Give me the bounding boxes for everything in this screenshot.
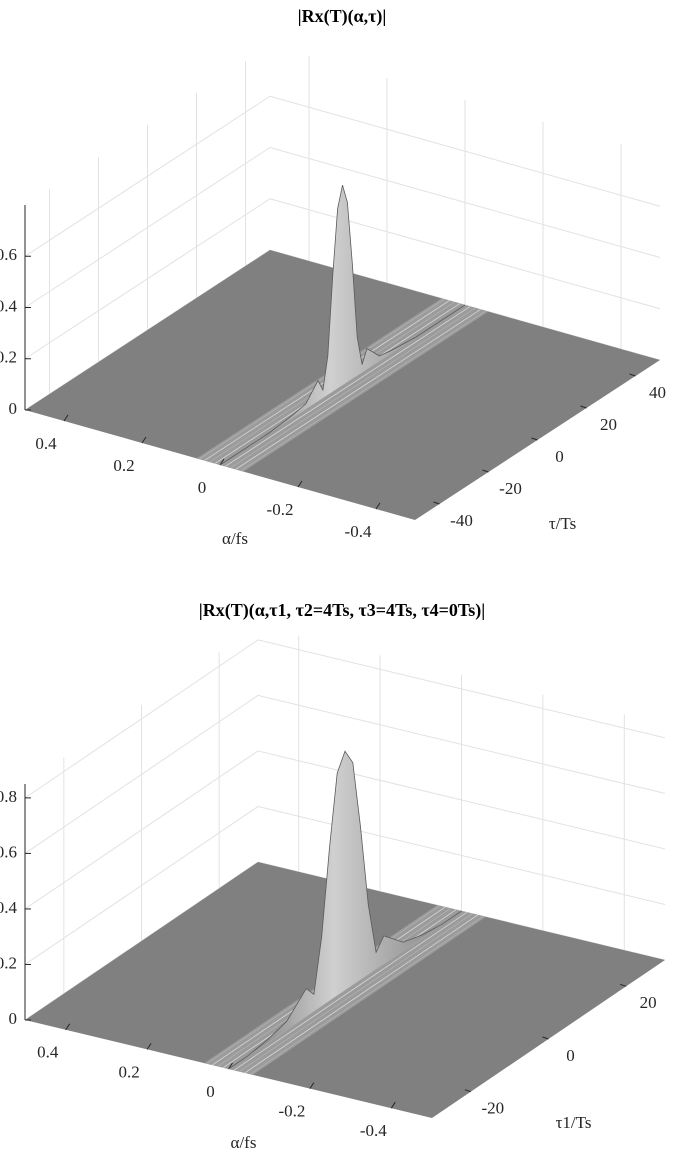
y-tick-label: 20 (600, 415, 617, 434)
y-axis-label: τ1/Ts (556, 1113, 592, 1132)
x-tick-label: 0 (198, 478, 207, 497)
x-tick-label: -0.2 (278, 1102, 305, 1121)
z-tick-label: 0.2 (0, 348, 17, 367)
x-tick-label: -0.2 (267, 500, 294, 519)
ridge-texture (233, 911, 468, 1071)
x-tick-label: 0.4 (37, 1043, 59, 1062)
x-axis-label: α/fs (231, 1133, 257, 1152)
y-tick (433, 501, 440, 505)
peak-fill (228, 751, 462, 1069)
y-tick-label: 0 (566, 1046, 575, 1065)
x-tick (390, 1101, 396, 1109)
y-tick-label: 40 (649, 383, 666, 402)
x-axis-label: α/fs (222, 529, 248, 548)
y-tick-label: -20 (499, 479, 522, 498)
x-tick (228, 1062, 233, 1070)
z-tick-label: 0.8 (0, 787, 17, 806)
x-tick (297, 480, 303, 488)
chart-title: |Rx(T)(α,τ)| (298, 6, 387, 27)
x-tick-label: -0.4 (345, 522, 372, 541)
x-tick (65, 1023, 71, 1031)
ridge-texture (224, 306, 471, 467)
y-tick-label: 0 (555, 447, 564, 466)
y-tick (531, 437, 538, 441)
ridge-texture (240, 310, 487, 472)
z-tick-label: 0.6 (0, 842, 17, 861)
y-tick (580, 405, 587, 409)
x-tick-label: -0.4 (360, 1121, 387, 1140)
x-tick (309, 1082, 315, 1089)
x-tick (141, 436, 147, 444)
y-tick (629, 373, 636, 377)
y-axis-label: τ/Ts (549, 514, 576, 533)
x-tick (146, 1043, 152, 1050)
z-tick-label: 0.4 (0, 898, 18, 917)
x-tick-label: 0.2 (113, 456, 134, 475)
y-tick (482, 469, 489, 473)
ridge-texture (230, 307, 476, 469)
x-tick (375, 502, 381, 510)
y-tick-label: -40 (450, 511, 473, 530)
z-tick-label: 0.2 (0, 953, 17, 972)
y-tick (464, 1089, 471, 1093)
ridge-texture (198, 298, 445, 460)
z-tick-label: 0 (9, 1009, 18, 1028)
y-tick-label: -20 (481, 1099, 504, 1118)
x-tick (63, 414, 69, 422)
chart-title: |Rx(T)(α,τ1, τ2=4Ts, τ3=4Ts, τ4=0Ts)| (199, 600, 486, 621)
ridge-line (228, 750, 462, 1070)
y-tick (542, 1036, 549, 1040)
ridge-texture (244, 914, 479, 1074)
peak-fill (220, 185, 465, 465)
z-tick-label: 0.6 (0, 245, 17, 264)
z-tick-label: 0.4 (0, 296, 18, 315)
ridge-texture (249, 915, 484, 1075)
ridge-line (219, 184, 466, 466)
x-tick-label: 0 (206, 1082, 215, 1101)
y-tick (620, 983, 627, 987)
ridge-texture (239, 913, 473, 1072)
x-tick-label: 0.4 (35, 434, 57, 453)
x-tick-label: 0.2 (118, 1062, 139, 1081)
y-tick-label: 20 (640, 993, 657, 1012)
x-tick (219, 458, 225, 466)
z-tick-label: 0 (9, 399, 18, 418)
ridge-texture (235, 309, 481, 470)
